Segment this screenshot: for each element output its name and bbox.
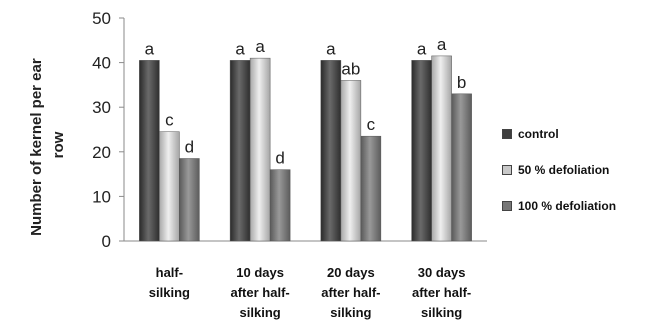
significance-label: a: [255, 37, 265, 56]
y-tick-label: 30: [92, 98, 111, 117]
significance-label: d: [275, 149, 284, 168]
bar-1-2: [340, 80, 362, 242]
significance-label: b: [457, 73, 466, 92]
legend-label: control: [518, 126, 559, 141]
bar-0-2: [320, 60, 342, 242]
bar-2-1: [269, 169, 291, 242]
legend-swatch: [502, 128, 512, 139]
y-tick-label: 40: [92, 54, 111, 73]
legend-label: 50 % defoliation: [518, 162, 610, 177]
significance-label: ab: [341, 59, 360, 78]
bar-2-2: [360, 135, 382, 242]
significance-label: d: [185, 137, 194, 156]
legend-item: control: [502, 124, 616, 143]
legend-label: 100 % defoliation: [518, 198, 617, 213]
significance-label: a: [145, 39, 155, 58]
x-category-label: 30 days after half-silking: [412, 265, 471, 320]
bar-2-0: [179, 158, 200, 242]
x-category-label: 10 days after half-silking: [231, 265, 290, 320]
legend-swatch: [502, 164, 512, 175]
y-tick-label: 20: [92, 143, 111, 162]
y-axis-title-line-1: Number of kernel per ear: [28, 58, 45, 236]
significance-label: c: [165, 111, 174, 130]
x-category-label: 20 days after half-silking: [321, 265, 380, 320]
bar-0-1: [229, 60, 251, 242]
legend: control 50 % defoliation 100 % defoliation: [502, 124, 616, 232]
bar-2-3: [451, 93, 472, 242]
bar-0-3: [411, 60, 432, 242]
legend-item: 50 % defoliation: [502, 160, 616, 179]
significance-label: a: [235, 39, 245, 58]
bar-1-0: [159, 131, 180, 242]
x-category-label: half-silking: [149, 265, 190, 300]
significance-label: a: [326, 39, 336, 58]
y-axis-title-line-2: row: [50, 131, 67, 158]
bar-1-3: [431, 55, 452, 242]
bar-1-1: [249, 57, 271, 242]
significance-label: c: [367, 115, 376, 134]
bar-0-0: [139, 60, 160, 242]
significance-label: a: [417, 39, 427, 58]
y-tick-label: 10: [92, 187, 111, 206]
legend-item: 100 % defoliation: [502, 196, 616, 215]
y-tick-label: 50: [92, 9, 111, 28]
y-axis-title: Number of kernel per ear row: [28, 54, 67, 236]
significance-label: a: [437, 35, 447, 54]
legend-swatch: [502, 200, 512, 211]
y-tick-label: 0: [102, 232, 111, 251]
